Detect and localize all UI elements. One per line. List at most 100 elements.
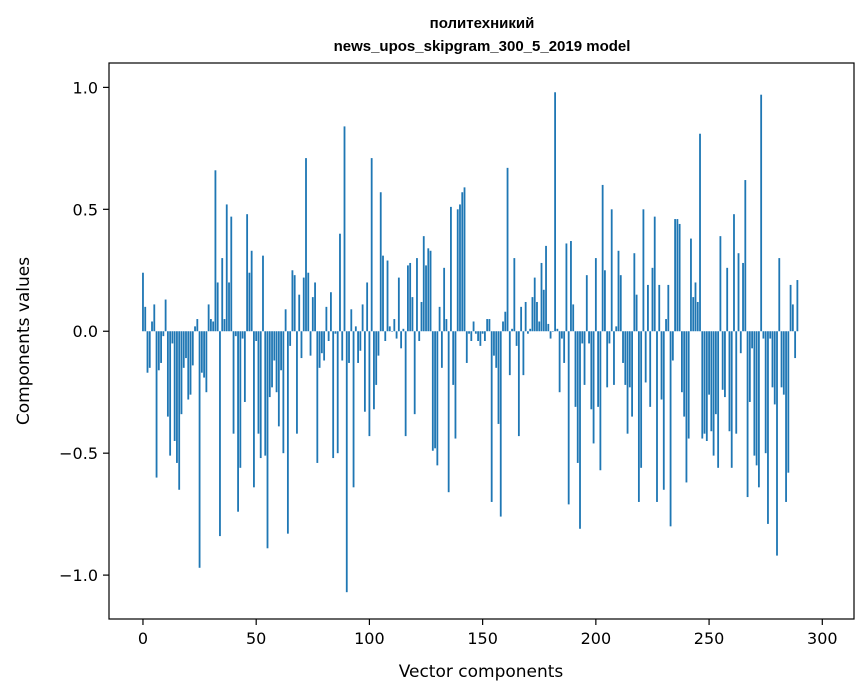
bar-202 bbox=[599, 331, 602, 471]
bar-145 bbox=[470, 331, 473, 341]
bar-271 bbox=[755, 331, 758, 466]
bar-181 bbox=[551, 331, 554, 332]
bar-196 bbox=[585, 275, 588, 332]
bar-272 bbox=[757, 331, 760, 488]
bar-242 bbox=[690, 238, 692, 332]
bar-81 bbox=[325, 306, 328, 332]
chart-title-line2: news_upos_skipgram_300_5_2019 model bbox=[334, 38, 631, 55]
bar-94 bbox=[354, 326, 357, 332]
bar-21 bbox=[189, 331, 192, 395]
bar-243 bbox=[692, 297, 695, 332]
bar-162 bbox=[508, 331, 511, 376]
bar-75 bbox=[311, 297, 314, 332]
bar-8 bbox=[160, 331, 162, 363]
bar-248 bbox=[703, 331, 706, 434]
bar-91 bbox=[348, 331, 350, 363]
bar-54 bbox=[264, 331, 267, 456]
bar-184 bbox=[558, 331, 561, 393]
bar-108 bbox=[386, 260, 389, 332]
bar-197 bbox=[588, 331, 590, 344]
bar-11 bbox=[166, 331, 169, 417]
bar-138 bbox=[454, 331, 457, 439]
bar-233 bbox=[669, 331, 672, 527]
bar-2 bbox=[146, 331, 149, 373]
bar-62 bbox=[282, 331, 285, 454]
bar-241 bbox=[687, 331, 690, 439]
bar-244 bbox=[694, 282, 697, 332]
bar-109 bbox=[388, 326, 391, 332]
bar-209 bbox=[615, 326, 618, 332]
bar-80 bbox=[323, 331, 326, 361]
bar-206 bbox=[608, 331, 611, 344]
bar-226 bbox=[653, 216, 656, 332]
bar-44 bbox=[241, 331, 244, 339]
bar-96 bbox=[359, 331, 362, 351]
bar-180 bbox=[549, 331, 552, 339]
bar-22 bbox=[191, 331, 194, 366]
bar-121 bbox=[416, 258, 418, 332]
bar-225 bbox=[651, 267, 654, 332]
bar-20 bbox=[187, 331, 190, 400]
bar-23 bbox=[194, 326, 196, 332]
bar-273 bbox=[760, 94, 763, 332]
bar-134 bbox=[445, 319, 448, 332]
bar-79 bbox=[320, 331, 323, 354]
bar-37 bbox=[225, 204, 228, 332]
bar-228 bbox=[658, 284, 661, 332]
bar-19 bbox=[185, 331, 187, 359]
bar-289 bbox=[796, 280, 799, 332]
bar-201 bbox=[597, 331, 600, 407]
bar-66 bbox=[291, 270, 294, 332]
bar-38 bbox=[228, 282, 230, 332]
bar-42 bbox=[237, 331, 239, 512]
bar-128 bbox=[431, 331, 434, 451]
bar-4 bbox=[151, 321, 153, 332]
bar-144 bbox=[468, 331, 470, 334]
bar-224 bbox=[649, 331, 652, 407]
bar-51 bbox=[257, 331, 260, 434]
bar-131 bbox=[438, 306, 441, 332]
bar-49 bbox=[253, 331, 255, 488]
bar-251 bbox=[710, 331, 713, 432]
bars-group bbox=[142, 92, 799, 593]
bar-130 bbox=[436, 331, 439, 466]
bar-122 bbox=[418, 331, 421, 341]
bar-86 bbox=[336, 331, 339, 454]
bar-61 bbox=[280, 331, 282, 371]
bar-26 bbox=[200, 331, 203, 373]
bar-116 bbox=[404, 331, 407, 437]
bar-124 bbox=[422, 236, 425, 332]
bar-13 bbox=[171, 331, 174, 344]
bar-52 bbox=[259, 331, 262, 459]
bar-58 bbox=[273, 331, 276, 361]
bar-112 bbox=[395, 331, 398, 339]
bar-67 bbox=[293, 275, 296, 332]
bar-87 bbox=[339, 233, 341, 332]
bar-41 bbox=[234, 331, 237, 337]
bar-282 bbox=[780, 331, 783, 388]
bar-223 bbox=[647, 284, 649, 332]
bar-219 bbox=[637, 331, 640, 502]
bar-28 bbox=[205, 331, 208, 393]
bar-102 bbox=[373, 331, 375, 410]
bar-208 bbox=[613, 331, 615, 385]
bar-57 bbox=[271, 331, 273, 388]
bar-14 bbox=[173, 331, 176, 441]
bar-63 bbox=[284, 309, 287, 332]
bar-166 bbox=[517, 331, 520, 437]
bar-7 bbox=[157, 331, 160, 371]
bar-136 bbox=[450, 206, 452, 332]
bar-261 bbox=[733, 214, 735, 332]
x-tick-label: 0 bbox=[138, 629, 148, 648]
bar-154 bbox=[490, 331, 493, 502]
bar-275 bbox=[764, 331, 767, 454]
bar-39 bbox=[230, 216, 233, 332]
bar-9 bbox=[162, 331, 165, 337]
bar-254 bbox=[717, 331, 720, 468]
bar-65 bbox=[289, 331, 292, 346]
bar-73 bbox=[307, 272, 310, 332]
bar-132 bbox=[440, 331, 443, 368]
y-tick-label: −1.0 bbox=[59, 566, 98, 585]
bar-255 bbox=[719, 236, 722, 332]
